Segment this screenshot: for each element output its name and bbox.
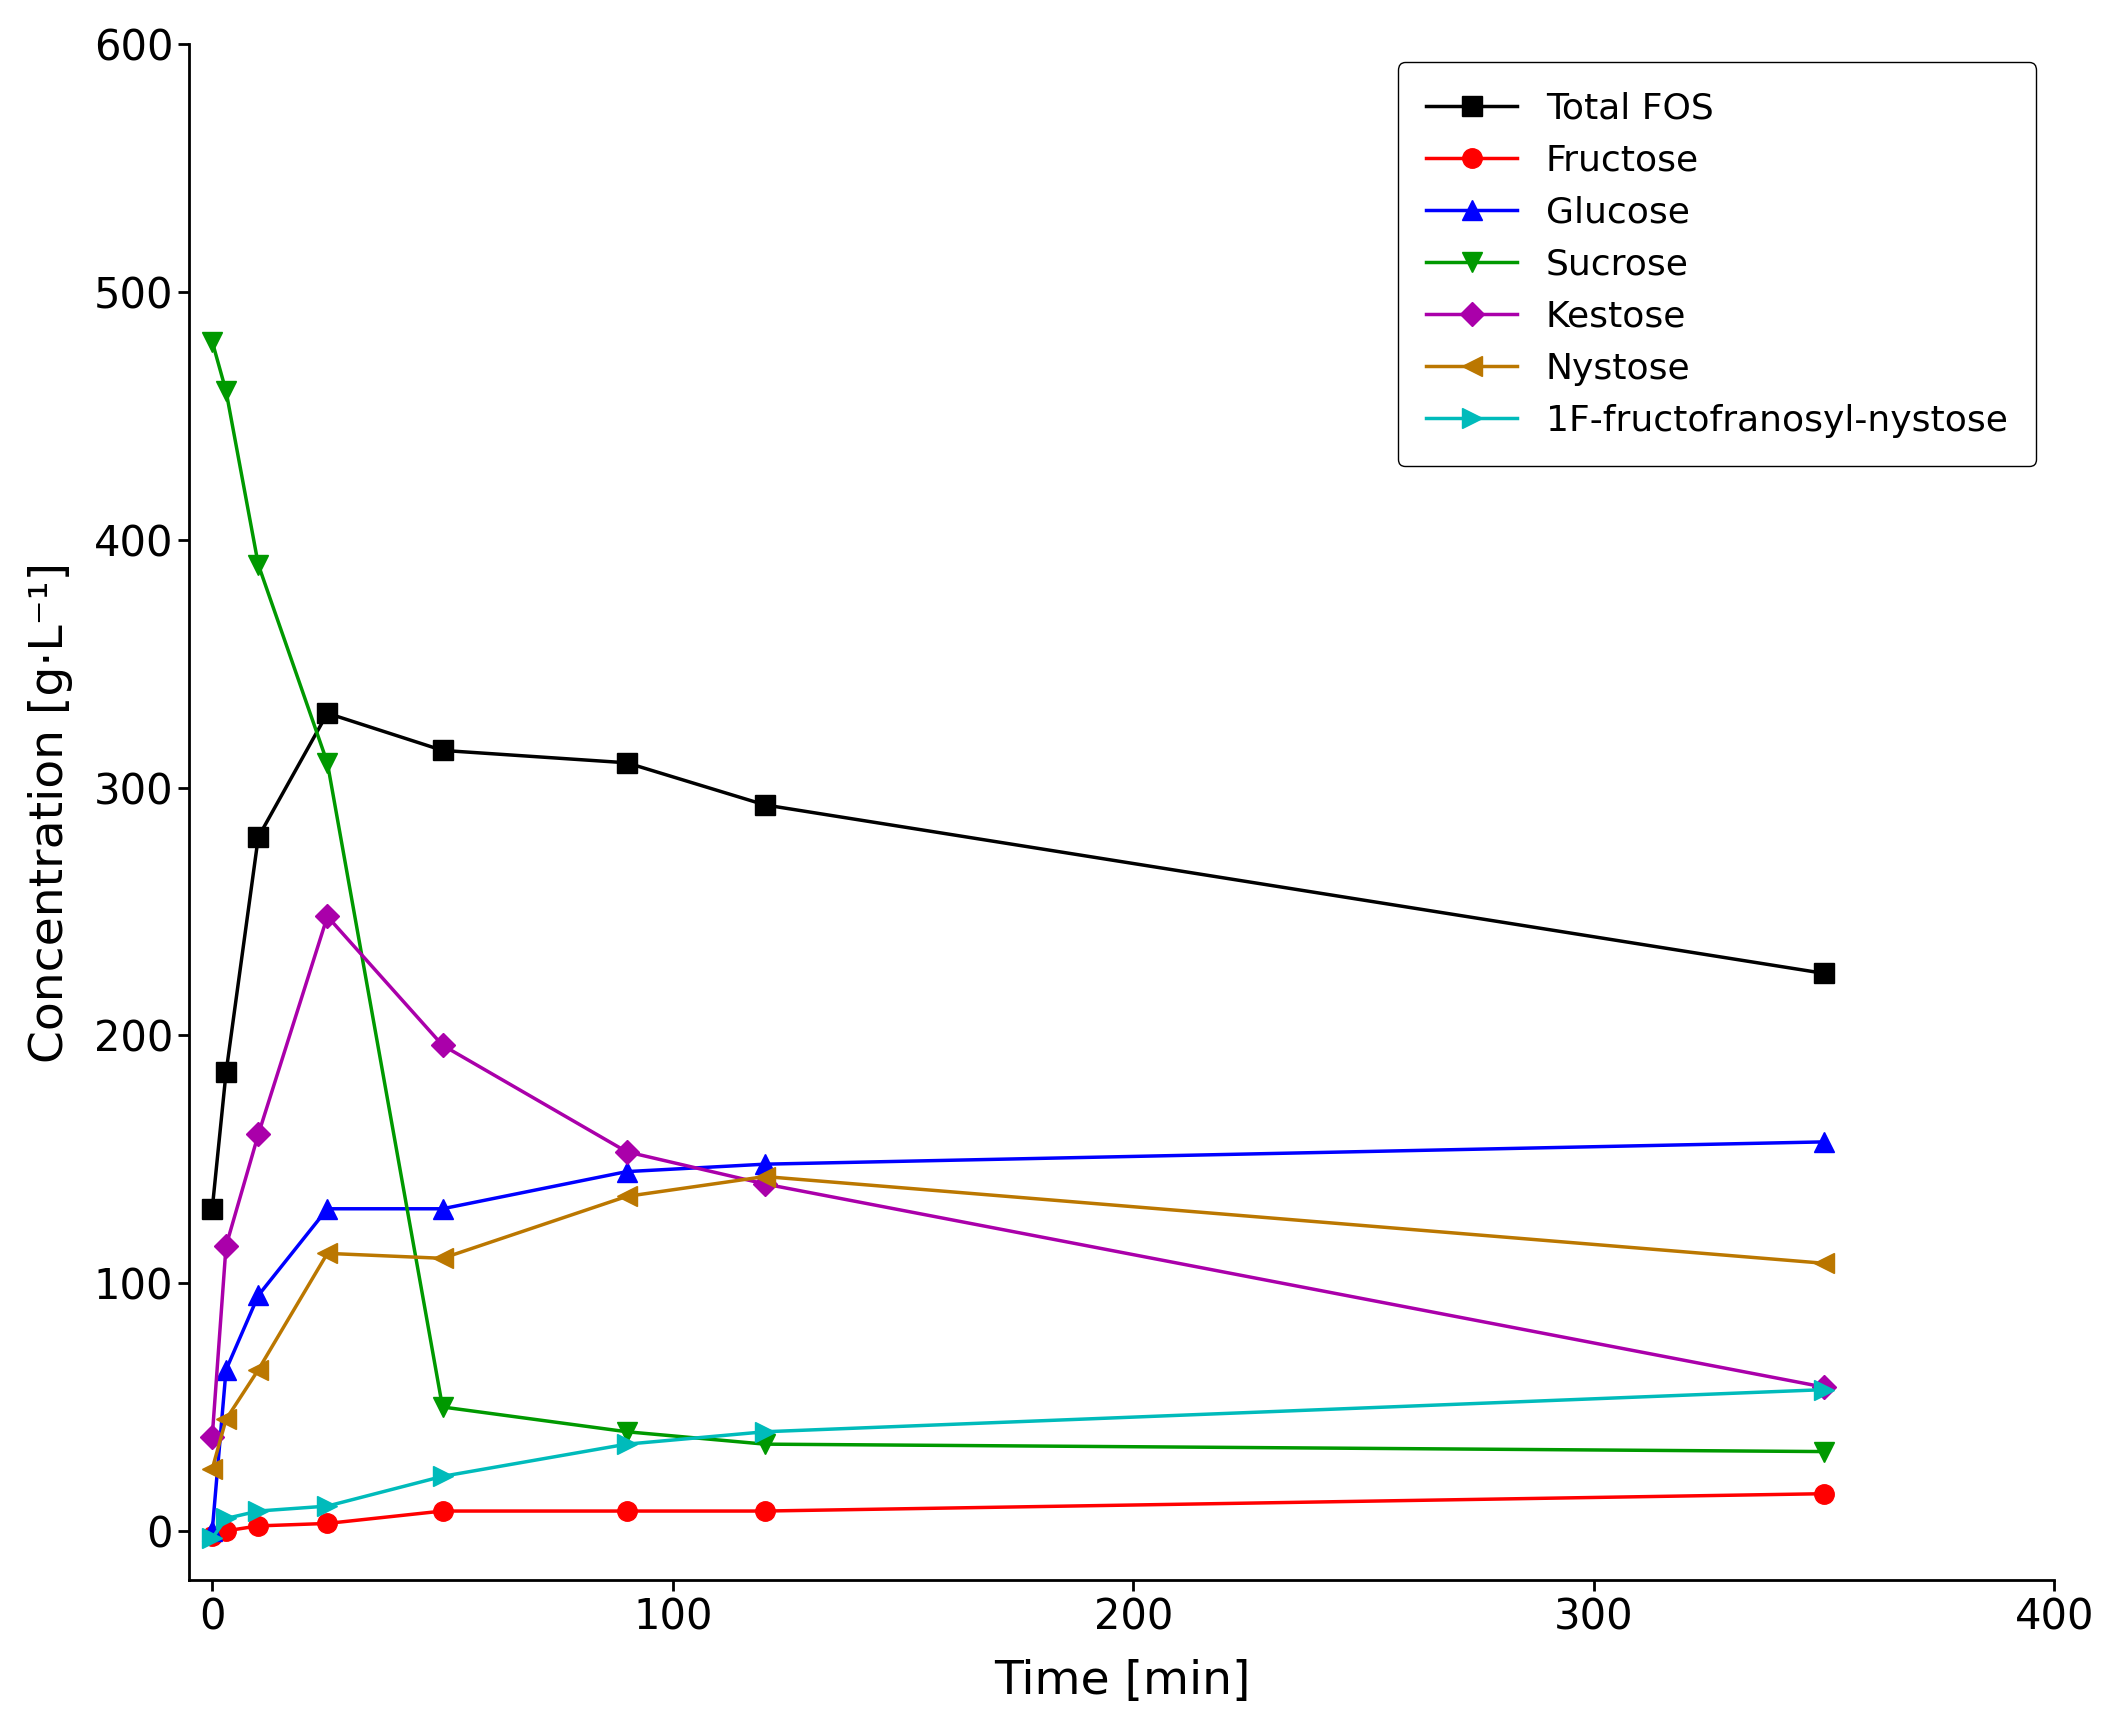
Fructose: [214, 1521, 240, 1541]
Total FOS: [431, 740, 456, 760]
Nystose: [1812, 1252, 1838, 1273]
1F-fructofranosyl-nystose: [431, 1465, 456, 1486]
Total FOS: [613, 752, 639, 772]
Fructose: [751, 1500, 777, 1521]
Fructose: [314, 1514, 340, 1535]
Kestose: [246, 1124, 272, 1145]
Fructose: [199, 1526, 225, 1547]
Glucose: [1812, 1131, 1838, 1152]
Glucose: [314, 1199, 340, 1219]
Sucrose: [214, 381, 240, 402]
Sucrose: [1812, 1441, 1838, 1462]
Total FOS: [199, 1199, 225, 1219]
Glucose: [613, 1160, 639, 1181]
Kestose: [314, 906, 340, 927]
Line: 1F-fructofranosyl-nystose: 1F-fructofranosyl-nystose: [202, 1380, 1833, 1548]
1F-fructofranosyl-nystose: [751, 1422, 777, 1443]
Fructose: [613, 1500, 639, 1521]
Sucrose: [314, 752, 340, 772]
Glucose: [214, 1360, 240, 1380]
Fructose: [246, 1516, 272, 1536]
Total FOS: [214, 1062, 240, 1082]
Line: Nystose: Nystose: [202, 1167, 1833, 1479]
1F-fructofranosyl-nystose: [1812, 1379, 1838, 1399]
Glucose: [246, 1285, 272, 1306]
Total FOS: [246, 826, 272, 847]
1F-fructofranosyl-nystose: [246, 1500, 272, 1521]
1F-fructofranosyl-nystose: [613, 1434, 639, 1455]
Kestose: [199, 1427, 225, 1448]
Glucose: [199, 1521, 225, 1541]
Line: Sucrose: Sucrose: [202, 333, 1833, 1462]
Sucrose: [246, 554, 272, 575]
Nystose: [199, 1458, 225, 1479]
Nystose: [613, 1186, 639, 1207]
Nystose: [431, 1249, 456, 1270]
1F-fructofranosyl-nystose: [214, 1509, 240, 1529]
1F-fructofranosyl-nystose: [199, 1528, 225, 1548]
Kestose: [613, 1141, 639, 1162]
Sucrose: [431, 1396, 456, 1417]
Y-axis label: Concentration [g·L⁻¹]: Concentration [g·L⁻¹]: [28, 561, 72, 1063]
Kestose: [1812, 1377, 1838, 1398]
Line: Fructose: Fructose: [202, 1484, 1833, 1545]
Line: Kestose: Kestose: [204, 908, 1833, 1444]
Line: Total FOS: Total FOS: [202, 703, 1833, 1219]
Sucrose: [751, 1434, 777, 1455]
Total FOS: [1812, 963, 1838, 984]
1F-fructofranosyl-nystose: [314, 1496, 340, 1517]
X-axis label: Time [min]: Time [min]: [993, 1659, 1250, 1704]
Nystose: [214, 1408, 240, 1429]
Fructose: [1812, 1483, 1838, 1503]
Legend: Total FOS, Fructose, Glucose, Sucrose, Kestose, Nystose, 1F-fructofranosyl-nysto: Total FOS, Fructose, Glucose, Sucrose, K…: [1398, 62, 2037, 466]
Nystose: [314, 1244, 340, 1264]
Kestose: [431, 1034, 456, 1055]
Fructose: [431, 1500, 456, 1521]
Sucrose: [199, 331, 225, 352]
Kestose: [751, 1174, 777, 1195]
Glucose: [431, 1199, 456, 1219]
Glucose: [751, 1154, 777, 1174]
Sucrose: [613, 1422, 639, 1443]
Nystose: [246, 1360, 272, 1380]
Line: Glucose: Glucose: [202, 1133, 1833, 1540]
Nystose: [751, 1166, 777, 1186]
Total FOS: [751, 795, 777, 816]
Kestose: [214, 1235, 240, 1256]
Total FOS: [314, 703, 340, 724]
